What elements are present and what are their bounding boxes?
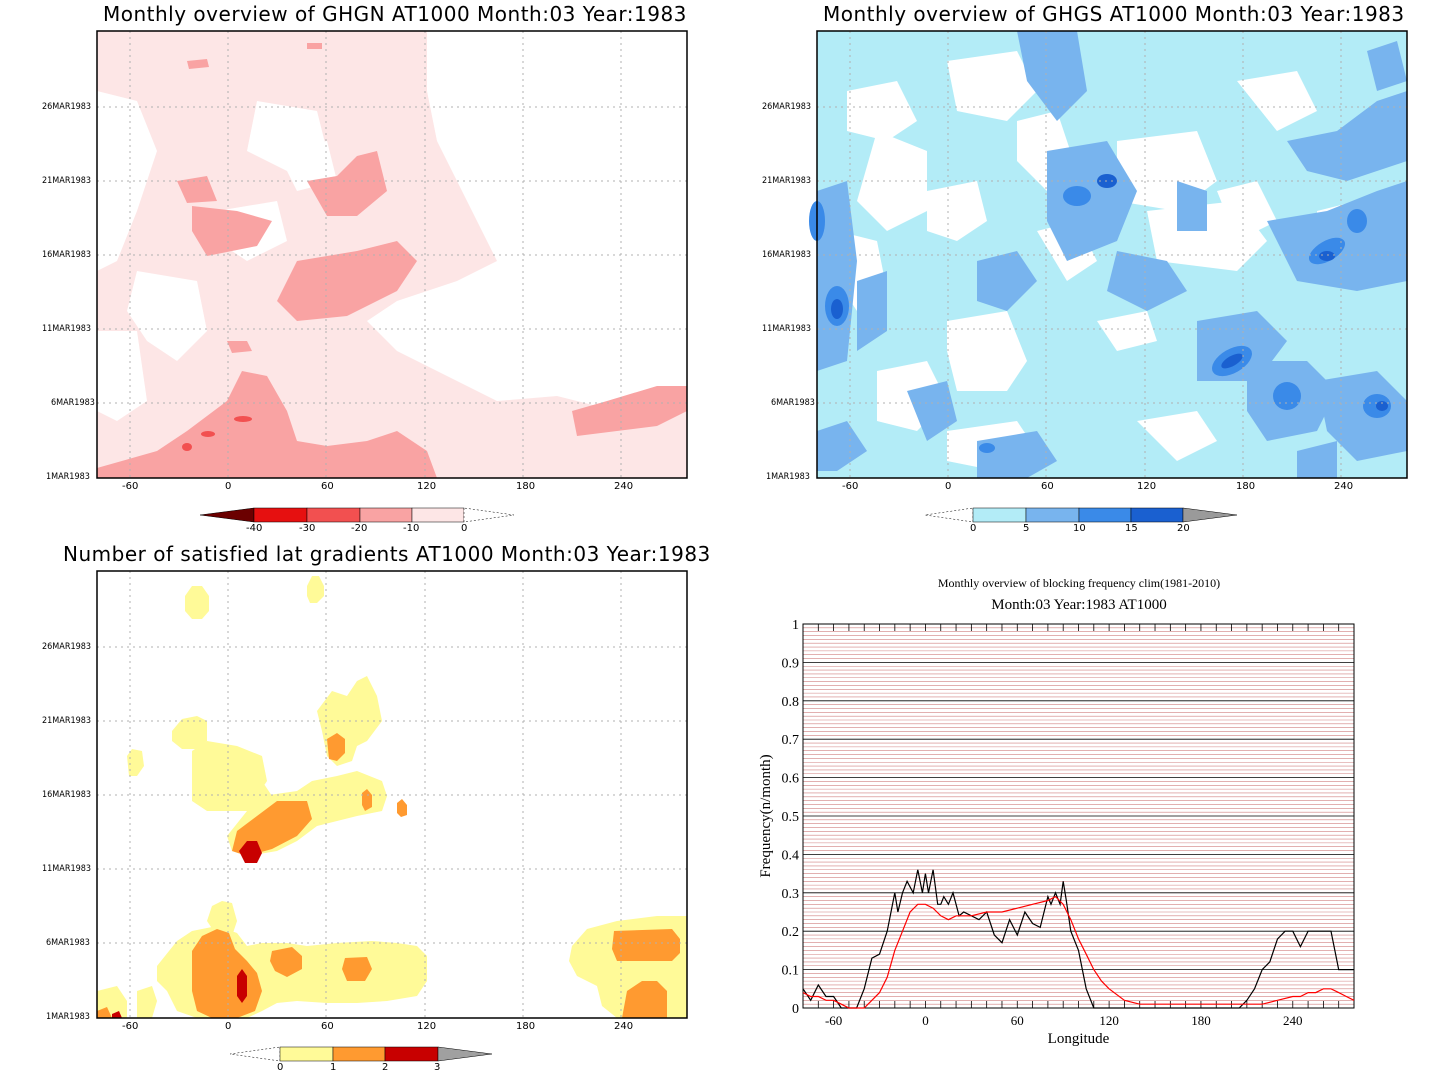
- ghgn-cbar-label-2: -20: [351, 523, 367, 534]
- ghgs-ytick-5: 26MAR1983: [762, 102, 811, 112]
- ghgn-xtick-2: 60: [321, 481, 334, 492]
- ghgs-cbar-label-4: 20: [1177, 523, 1190, 534]
- y-tick-label: 0.7: [782, 733, 800, 748]
- ghgn-ytick-1: 6MAR1983: [51, 398, 95, 408]
- ghgs-xtick-2: 60: [1041, 481, 1054, 492]
- y-tick-label: 0.3: [782, 887, 800, 902]
- ghgs-xtick-3: 120: [1137, 481, 1156, 492]
- gradients-cbar-label-1: 1: [330, 1062, 336, 1073]
- ghgs-cbar-label-1: 5: [1023, 523, 1029, 534]
- ghgs-ytick-3: 16MAR1983: [762, 250, 811, 260]
- ghgs-colorbar: [925, 508, 1245, 522]
- ghgs-ytick-1: 6MAR1983: [771, 398, 815, 408]
- x-tick-label: 180: [1191, 1013, 1211, 1028]
- x-tick-label: 0: [922, 1013, 929, 1028]
- ghgs-ytick-4: 21MAR1983: [762, 176, 811, 186]
- gradients-cbar-label-2: 2: [382, 1062, 388, 1073]
- ghgs-ytick-2: 11MAR1983: [762, 324, 811, 334]
- gradients-xtick-0: -60: [122, 1021, 138, 1032]
- y-tick-label: 0: [792, 1002, 799, 1017]
- y-tick-label: 0.1: [782, 964, 800, 979]
- ghgs-cbar-label-0: 0: [970, 523, 976, 534]
- ghgn-cbar-label-0: -40: [246, 523, 262, 534]
- gradients-cbar-label-3: 3: [434, 1062, 440, 1073]
- y-axis-label: Frequency(n/month): [758, 754, 774, 877]
- gradients-map: [97, 571, 687, 1018]
- ghgs-cbar-label-2: 10: [1073, 523, 1086, 534]
- x-axis-label: Longitude: [1048, 1031, 1110, 1047]
- gradients-xtick-5: 240: [614, 1021, 633, 1032]
- gradients-xtick-1: 0: [225, 1021, 231, 1032]
- ghgs-title: Monthly overview of GHGS AT1000 Month:03…: [823, 2, 1405, 26]
- ghgn-xtick-0: -60: [122, 481, 138, 492]
- gradients-xtick-2: 60: [321, 1021, 334, 1032]
- ghgn-title: Monthly overview of GHGN AT1000 Month:03…: [103, 2, 687, 26]
- ghgn-ytick-3: 16MAR1983: [42, 250, 91, 260]
- y-tick-label: 0.4: [782, 848, 800, 863]
- blocking-subtitle: Month:03 Year:1983 AT1000: [803, 597, 1355, 614]
- gradients-xtick-3: 120: [417, 1021, 436, 1032]
- gradients-cbar-label-0: 0: [277, 1062, 283, 1073]
- ghgn-cbar-label-4: 0: [461, 523, 467, 534]
- ghgs-xtick-5: 240: [1334, 481, 1353, 492]
- ghgs-xtick-4: 180: [1236, 481, 1255, 492]
- blocking-line-chart: 0 0.1 0.2 0.3 0.4 0.5 0.6 0.7 0.8 0.9 1 -60 0 60 120 18…: [750, 615, 1390, 1055]
- ghgn-xtick-4: 180: [516, 481, 535, 492]
- ghgs-xtick-0: -60: [842, 481, 858, 492]
- ghgn-colorbar: [200, 508, 520, 522]
- ghgn-ytick-5: 26MAR1983: [42, 102, 91, 112]
- x-tick-label: 240: [1283, 1013, 1303, 1028]
- ghgn-cbar-label-3: -10: [403, 523, 419, 534]
- x-tick-label: -60: [825, 1013, 842, 1028]
- ghgn-xtick-1: 0: [225, 481, 231, 492]
- x-tick-label: 120: [1099, 1013, 1119, 1028]
- gradients-ytick-2: 11MAR1983: [42, 864, 91, 874]
- y-tick-label: 0.8: [782, 695, 800, 710]
- gradients-title: Number of satisfied lat gradients AT1000…: [63, 542, 711, 566]
- y-tick-label: 0.2: [782, 925, 800, 940]
- gradients-ytick-3: 16MAR1983: [42, 790, 91, 800]
- ghgn-map: [97, 31, 687, 478]
- ghgn-xtick-3: 120: [417, 481, 436, 492]
- y-tick-label: 0.9: [782, 656, 800, 671]
- ghgs-map: [817, 31, 1407, 478]
- y-tick-label: 0.6: [782, 772, 800, 787]
- gradients-ytick-5: 26MAR1983: [42, 642, 91, 652]
- gradients-ytick-4: 21MAR1983: [42, 716, 91, 726]
- y-tick-label: 0.5: [782, 810, 800, 825]
- ghgn-ytick-2: 11MAR1983: [42, 324, 91, 334]
- gradients-ytick-1: 6MAR1983: [46, 938, 90, 948]
- y-tick-label: 1: [792, 618, 799, 633]
- ghgs-xtick-1: 0: [945, 481, 951, 492]
- x-tick-label: 60: [1011, 1013, 1024, 1028]
- blocking-title: Monthly overview of blocking frequency c…: [803, 576, 1355, 591]
- ghgn-xtick-5: 240: [614, 481, 633, 492]
- ghgn-ytick-4: 21MAR1983: [42, 176, 91, 186]
- ghgs-cbar-label-3: 15: [1125, 523, 1138, 534]
- gradients-ytick-0: 1MAR1983: [46, 1012, 90, 1022]
- ghgs-ytick-0: 1MAR1983: [766, 472, 810, 482]
- gradients-xtick-4: 180: [516, 1021, 535, 1032]
- ghgn-cbar-label-1: -30: [299, 523, 315, 534]
- ghgn-ytick-0: 1MAR1983: [46, 472, 90, 482]
- gradients-colorbar: [230, 1047, 500, 1061]
